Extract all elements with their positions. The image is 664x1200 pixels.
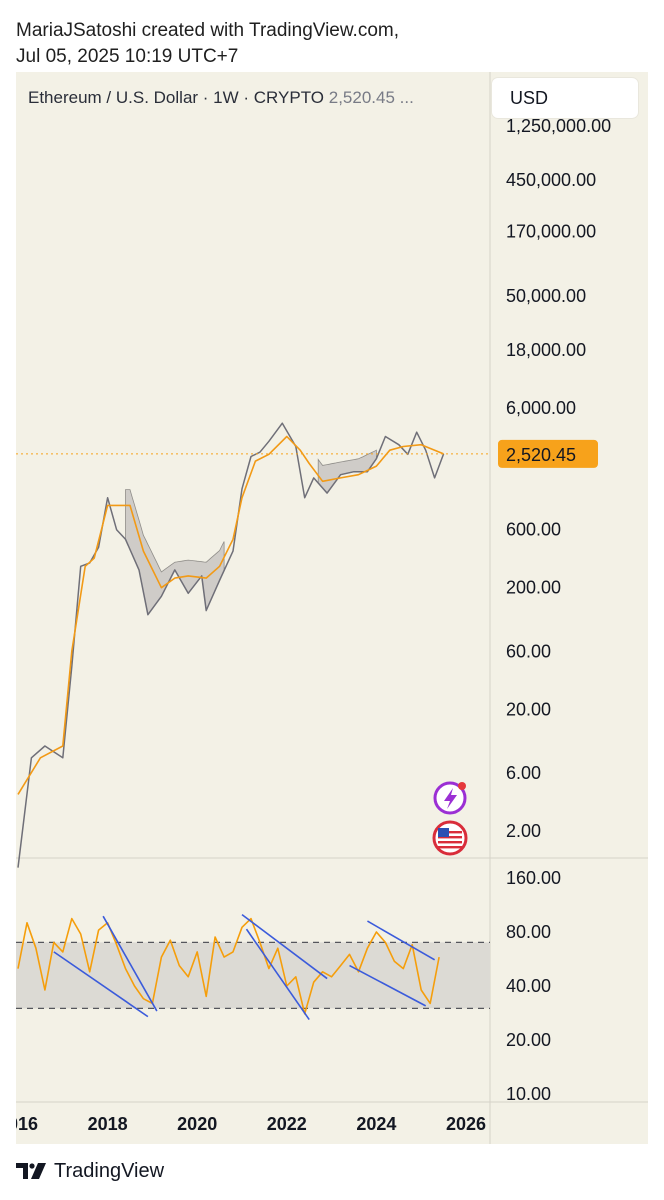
rsi-trendline bbox=[241, 913, 328, 980]
rsi-tick-label: 40.00 bbox=[506, 976, 551, 996]
rsi-axis-ticks: 160.00 80.00 40.00 20.00 10.00 bbox=[506, 868, 561, 1104]
credit-author-line: MariaJSatoshi created with TradingView.c… bbox=[16, 20, 399, 41]
rsi-line bbox=[17, 917, 440, 1015]
rsi-trendline bbox=[53, 951, 149, 1018]
last-value-readout: 2,520.45 ... bbox=[328, 88, 414, 107]
last-price-tag-label: 2,520.45 bbox=[506, 445, 576, 465]
rsi-trendline bbox=[245, 928, 310, 1021]
symbol-title: Ethereum / U.S. Dollar · 1W · CRYPTO bbox=[28, 88, 324, 107]
time-tick-label: 2024 bbox=[356, 1114, 396, 1134]
currency-button[interactable]: USD bbox=[492, 78, 638, 118]
footer-brand[interactable]: TradingView bbox=[16, 1158, 164, 1184]
price-series-line bbox=[17, 422, 445, 868]
price-tick-label: 20.00 bbox=[506, 699, 551, 719]
price-tick-label: 18,000.00 bbox=[506, 340, 586, 360]
price-tick-label: 60.00 bbox=[506, 641, 551, 661]
rsi-tick-label: 10.00 bbox=[506, 1084, 551, 1104]
rsi-trendline bbox=[367, 920, 436, 961]
chart-frame[interactable]: 1,250,000.00 450,000.00 170,000.00 50,000.0… bbox=[16, 72, 648, 1144]
time-tick-label: 2018 bbox=[88, 1114, 128, 1134]
price-tick-label: 2.00 bbox=[506, 821, 541, 841]
rsi-tick-label: 160.00 bbox=[506, 868, 561, 888]
time-tick-label: 2020 bbox=[177, 1114, 217, 1134]
chart-canvas[interactable]: 1,250,000.00 450,000.00 170,000.00 50,000.0… bbox=[16, 72, 648, 1144]
time-tick-label: 2016 bbox=[16, 1114, 38, 1134]
price-tick-label: 450,000.00 bbox=[506, 170, 596, 190]
credit-date-line: Jul 05, 2025 10:19 UTC+7 bbox=[16, 46, 239, 67]
rsi-tick-label: 20.00 bbox=[506, 1030, 551, 1050]
price-tick-label: 200.00 bbox=[506, 578, 561, 598]
price-tick-label: 6.00 bbox=[506, 763, 541, 783]
price-tick-label: 1,250,000.00 bbox=[506, 116, 611, 136]
price-tick-label: 170,000.00 bbox=[506, 221, 596, 241]
rsi-tick-label: 80.00 bbox=[506, 922, 551, 942]
rsi-trendline bbox=[102, 915, 158, 1012]
price-tick-label: 6,000.00 bbox=[506, 398, 576, 418]
us-flag-icon bbox=[432, 820, 468, 856]
last-price-tag bbox=[498, 439, 598, 468]
price-tick-label: 50,000.00 bbox=[506, 286, 586, 306]
rsi-trendline bbox=[349, 964, 427, 1007]
time-tick-label: 2026 bbox=[446, 1114, 486, 1134]
time-tick-label: 2022 bbox=[267, 1114, 307, 1134]
ichimoku-cloud-2019 bbox=[125, 489, 225, 616]
price-axis-ticks: 1,250,000.00 450,000.00 170,000.00 50,000.0… bbox=[506, 116, 611, 841]
moving-average-line bbox=[17, 435, 444, 795]
price-tick-label: 600.00 bbox=[506, 520, 561, 540]
lightning-icon bbox=[433, 781, 467, 815]
symbol-title-bar: Ethereum / U.S. Dollar · 1W · CRYPTO 2,5… bbox=[28, 88, 414, 108]
time-axis-ticks: 2016 2018 2020 2022 2024 2026 bbox=[16, 1114, 486, 1134]
brand-name: TradingView bbox=[54, 1159, 165, 1182]
chart-credit: MariaJSatoshi created with TradingView.c… bbox=[16, 18, 399, 70]
tradingview-logo-icon bbox=[16, 1163, 46, 1179]
